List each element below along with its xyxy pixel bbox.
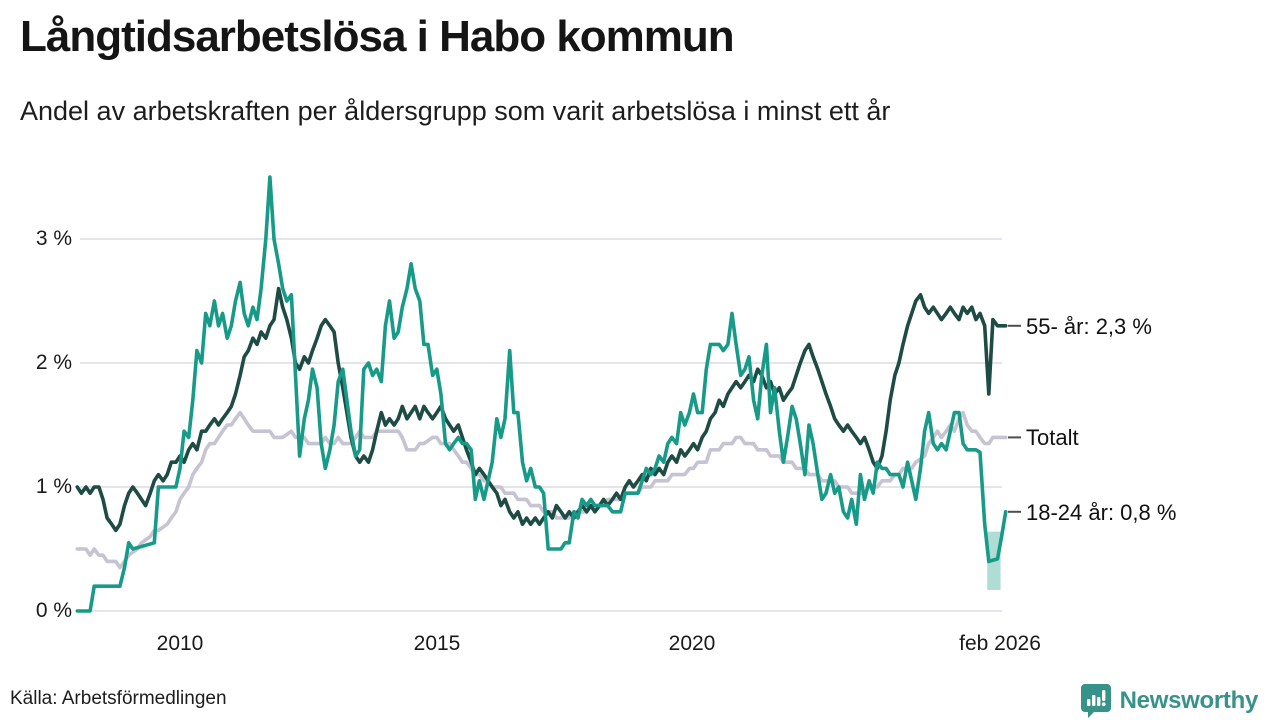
y-tick-1pct: 1 %: [35, 475, 72, 498]
newsworthy-wordmark: Newsworthy: [1119, 686, 1259, 714]
page-subtitle: Andel av arbetskraften per åldersgrupp s…: [20, 96, 891, 126]
x-tick-2015: 2015: [413, 632, 461, 655]
y-tick-2pct: 2 %: [35, 351, 72, 374]
x-tick-feb-2026: feb 2026: [959, 632, 1041, 655]
newsworthy-logo: Newsworthy: [1080, 683, 1258, 718]
series-line-18-24-r: [75, 175, 1008, 613]
x-tick-2020: 2020: [668, 632, 716, 655]
page-title: Långtidsarbetslösa i Habo kommun: [20, 12, 735, 61]
series-line-55-r: [75, 286, 1008, 533]
y-tick-3pct: 3 %: [35, 227, 72, 250]
series-label-55-ar: 55- år: 2,3 %: [1026, 314, 1152, 339]
y-tick-0pct: 0 %: [35, 599, 72, 622]
x-tick-2010: 2010: [156, 632, 204, 655]
source-attribution: Källa: Arbetsförmedlingen: [10, 688, 227, 709]
newsworthy-bubble-barchart-icon: [1080, 684, 1111, 718]
series-label-totalt: Totalt: [1026, 425, 1079, 450]
series-label-18-24-ar: 18-24 år: 0,8 %: [1026, 500, 1177, 525]
